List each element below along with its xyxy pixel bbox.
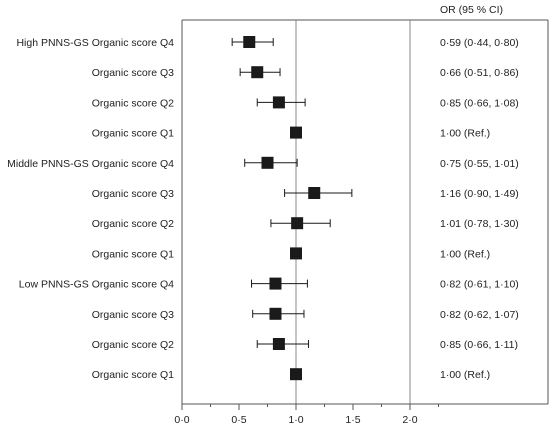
row-label: Middle PNNS-GS Organic score Q4 [7,158,174,170]
row-label: High PNNS-GS Organic score Q4 [16,37,174,49]
forest-row: Organic score Q3 1·16 (0·90, 1·49) [92,187,519,200]
forest-row: Organic score Q1 1·00 (Ref.) [92,126,490,140]
row-label: Low PNNS-GS Organic score Q4 [19,279,174,291]
forest-row: Organic score Q3 0·66 (0·51, 0·86) [92,66,519,79]
forest-row: Organic score Q1 1·00 (Ref.) [92,368,490,381]
or-ci-text: 1·01 (0·78, 1·30) [440,218,519,230]
forest-row: Middle PNNS-GS Organic score Q4 0·75 (0·5… [7,156,519,170]
forest-row: Organic score Q2 1·01 (0·78, 1·30) [92,217,519,230]
or-ci-text: 0·85 (0·66, 1·08) [440,97,519,109]
row-label: Organic score Q3 [92,188,174,200]
or-marker [261,156,274,169]
forest-row: Organic score Q1 1·00 (Ref.) [92,247,490,260]
row-label: Organic score Q1 [92,128,174,140]
forest-row: Organic score Q2 0·85 (0·66, 1·11) [92,338,518,351]
or-ci-text: 1·00 (Ref.) [440,128,490,140]
or-marker [269,307,282,320]
forest-row: High PNNS-GS Organic score Q4 0·59 (0·44,… [16,36,519,49]
or-marker [243,36,256,48]
or-marker [269,277,282,290]
or-ci-text: 0·59 (0·44, 0·80) [440,37,519,49]
x-tick-label: 2·0 [402,414,417,426]
or-header: OR (95 % CI) [440,4,503,16]
forest-rows: High PNNS-GS Organic score Q4 0·59 (0·44,… [7,36,519,381]
plot-frame [181,19,549,404]
or-marker [251,66,264,79]
row-label: Organic score Q2 [92,339,174,351]
or-marker [291,217,304,230]
or-ci-text: 1·00 (Ref.) [440,248,490,260]
row-label: Organic score Q1 [92,248,174,260]
or-ci-text: 0·66 (0·51, 0·86) [440,67,519,79]
or-marker [290,368,302,381]
forest-row: Low PNNS-GS Organic score Q4 0·82 (0·61, … [19,277,519,291]
or-marker [272,96,285,109]
row-label: Organic score Q1 [92,369,174,381]
or-marker [290,247,302,260]
reference-lines [295,20,411,404]
or-ci-text: 1·00 (Ref.) [440,369,490,381]
or-marker [272,338,285,350]
forest-row: Organic score Q3 0·82 (0·62, 1·07) [92,307,519,321]
or-marker [290,126,302,139]
x-tick-label: 1·5 [345,414,360,426]
or-ci-text: 1·16 (0·90, 1·49) [440,188,519,200]
x-tick-label: 0·0 [174,414,189,426]
x-tick-label: 1·0 [288,414,303,426]
x-axis: 0·0 0·5 1·0 1·5 2·0 [174,403,548,426]
or-ci-text: 0·75 (0·55, 1·01) [440,158,519,170]
or-ci-text: 0·85 (0·66, 1·11) [440,339,518,351]
forest-row: Organic score Q2 0·85 (0·66, 1·08) [92,96,519,109]
x-tick-label: 0·5 [231,414,246,426]
or-ci-text: 0·82 (0·62, 1·07) [440,309,519,321]
row-label: Organic score Q3 [92,67,174,79]
or-ci-text: 0·82 (0·61, 1·10) [440,279,519,291]
row-label: Organic score Q3 [92,309,174,321]
row-label: Organic score Q2 [92,218,174,230]
row-label: Organic score Q2 [92,97,174,109]
or-marker [308,187,321,199]
